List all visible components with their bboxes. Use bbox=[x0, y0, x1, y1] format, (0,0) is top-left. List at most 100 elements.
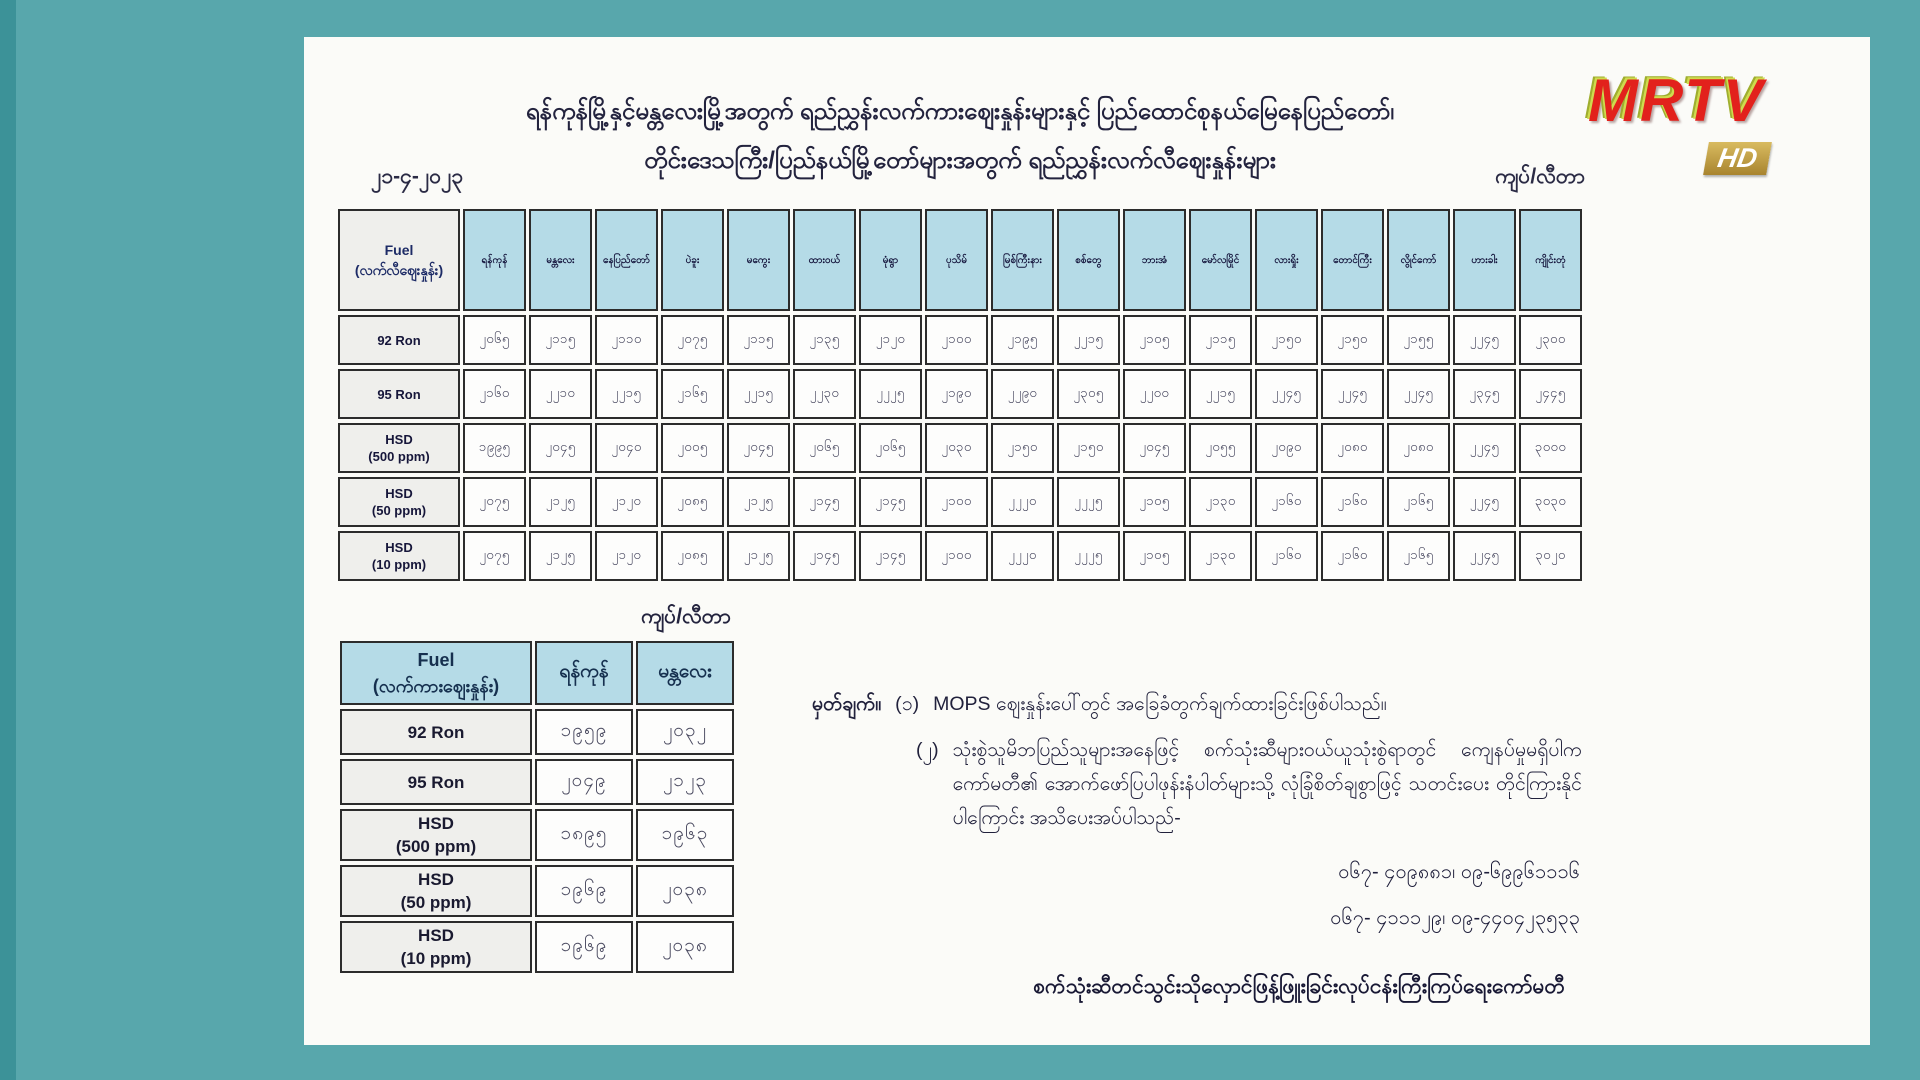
city-header-cell: ထားဝယ် bbox=[793, 209, 856, 311]
table-row: HSD (500 ppm) ၁၈၉၅ ၁၉၆၃ bbox=[340, 809, 734, 861]
table-row: 92 Ron ၁၉၅၉ ၂၀၃၂ bbox=[340, 709, 734, 755]
price-cell: ၂၁၃၅ bbox=[793, 315, 856, 365]
price-cell: ၂၀၅၅ bbox=[1189, 423, 1252, 473]
city-header-cell: လားရှိုး bbox=[1255, 209, 1318, 311]
price-cell: ၂၂၄၅ bbox=[1321, 369, 1384, 419]
price-cell: ၂၀၈၅ bbox=[661, 477, 724, 527]
note-2-text: သုံးစွဲသူမိဘပြည်သူများအနေဖြင့် စက်သုံးဆီ… bbox=[952, 739, 1582, 829]
note-2-number: (၂) bbox=[916, 739, 939, 761]
price-cell: ၂၁၂၀ bbox=[595, 477, 658, 527]
city-header-cell: ပုသိမ် bbox=[925, 209, 988, 311]
price-cell: ၁၉၆၉ bbox=[535, 921, 633, 973]
phone-line-2: ၀၆၇- ၄၁၁၁၂၉၊ ၀၉-၄၄၀၄၂၃၅၃၃ bbox=[1330, 907, 1580, 929]
price-cell: ၂၁၉၀ bbox=[925, 369, 988, 419]
price-cell: ၂၁၀၅ bbox=[1123, 477, 1186, 527]
price-cell: ၂၁၀၅ bbox=[1123, 315, 1186, 365]
price-cell: ၂၀၃၀ bbox=[925, 423, 988, 473]
price-cell: ၂၁၀၀ bbox=[925, 315, 988, 365]
price-cell: ၂၂၂၀ bbox=[991, 531, 1054, 581]
price-cell: ၂၂၁၀ bbox=[529, 369, 592, 419]
fuel-type-cell: HSD (500 ppm) bbox=[340, 809, 532, 861]
price-cell: ၃၀၀၀ bbox=[1519, 423, 1582, 473]
price-cell: ၂၀၃၂ bbox=[636, 709, 734, 755]
price-cell: ၂၁၂၀ bbox=[595, 531, 658, 581]
price-cell: ၂၀၄၀ bbox=[595, 423, 658, 473]
price-cell: ၂၁၆၀ bbox=[1255, 531, 1318, 581]
price-cell: ၂၁၀၀ bbox=[925, 477, 988, 527]
price-cell: ၂၁၄၅ bbox=[859, 531, 922, 581]
price-cell: ၂၀၉၀ bbox=[1255, 423, 1318, 473]
big-table: Fuel (လက်လီဈေးနှုန်း) ရန်ကုန် မန္တလေး နေပြည… bbox=[335, 205, 1585, 585]
city-header-cell: မန္တလေး bbox=[636, 641, 734, 705]
table-row: HSD (10 ppm) ၁၉၆၉ ၂၀၃၈ bbox=[340, 921, 734, 973]
city-header-cell: ပဲခူး bbox=[661, 209, 724, 311]
price-cell: ၂၃၀၅ bbox=[1057, 369, 1120, 419]
city-header-cell: ရန်ကုန် bbox=[535, 641, 633, 705]
price-cell: ၂၀၇၅ bbox=[463, 477, 526, 527]
notes-heading: မှတ်ချက်။ bbox=[812, 693, 882, 715]
price-cell: ၂၀၆၅ bbox=[793, 423, 856, 473]
price-cell: ၂၂၄၅ bbox=[1453, 315, 1516, 365]
price-cell: ၂၁၆၀ bbox=[1321, 531, 1384, 581]
price-cell: ၂၂၂၀ bbox=[991, 477, 1054, 527]
price-cell: ၁၉၆၉ bbox=[535, 865, 633, 917]
fuel-type-cell: 92 Ron bbox=[340, 709, 532, 755]
city-header-cell: မုံရွာ bbox=[859, 209, 922, 311]
notes-block: မှတ်ချက်။ (၁) MOPS ဈေးနှုန်းပေါ်တွင် အခြ… bbox=[812, 687, 1582, 941]
price-cell: ၂၀၃၈ bbox=[636, 921, 734, 973]
price-cell: ၃၀၂၀ bbox=[1519, 531, 1582, 581]
price-cell: ၂၁၂၀ bbox=[859, 315, 922, 365]
price-cell: ၂၂၂၅ bbox=[859, 369, 922, 419]
city-header-cell: ကျိုင်းတုံ bbox=[1519, 209, 1582, 311]
meta-row: ၂၁-၄-၂၀၂၃ ကျပ်/လီတာ bbox=[335, 163, 1585, 194]
price-cell: ၁၈၉၅ bbox=[535, 809, 633, 861]
price-cell: ၂၁၆၅ bbox=[1387, 531, 1450, 581]
price-cell: ၂၂၉၀ bbox=[991, 369, 1054, 419]
price-cell: ၂၁၆၀ bbox=[1255, 477, 1318, 527]
date-label: ၂၁-၄-၂၀၂၃ bbox=[371, 165, 464, 188]
fuel-type-cell: HSD (50 ppm) bbox=[340, 865, 532, 917]
price-cell: ၂၁၅၀ bbox=[991, 423, 1054, 473]
header-row: Fuel (လက်ကားဈေးနှုန်း) ရန်ကုန် မန္တလေး bbox=[340, 641, 734, 705]
price-cell: ၂၂၁၅ bbox=[1189, 369, 1252, 419]
price-cell: ၁၉၅၉ bbox=[535, 709, 633, 755]
price-cell: ၂၂၂၅ bbox=[1057, 477, 1120, 527]
price-cell: ၂၁၀၅ bbox=[1123, 531, 1186, 581]
price-cell: ၂၀၃၈ bbox=[636, 865, 734, 917]
price-cell: ၂၁၀၀ bbox=[925, 531, 988, 581]
unit-label-top: ကျပ်/လီတာ bbox=[1495, 165, 1585, 188]
price-cell: ၂၁၂၅ bbox=[727, 531, 790, 581]
price-cell: ၁၉၉၅ bbox=[463, 423, 526, 473]
price-cell: ၂၁၅၀ bbox=[1057, 423, 1120, 473]
price-cell: ၂၁၂၅ bbox=[727, 477, 790, 527]
note-1-number: (၁) bbox=[895, 693, 920, 715]
fuel-type-cell: 95 Ron bbox=[338, 369, 460, 419]
small-table: Fuel (လက်ကားဈေးနှုန်း) ရန်ကုန် မန္တလေး 92 R… bbox=[337, 637, 737, 977]
note-item-2: (၂) သုံးစွဲသူမိဘပြည်သူများအနေဖြင့် စက်သု… bbox=[916, 733, 1582, 835]
price-cell: ၂၁၉၅ bbox=[991, 315, 1054, 365]
city-header-cell: နေပြည်တော် bbox=[595, 209, 658, 311]
unit-label-small-table: ကျပ်/လီတာ bbox=[641, 605, 731, 628]
price-cell: ၂၀၈၀ bbox=[1387, 423, 1450, 473]
fuel-type-cell: HSD (50 ppm) bbox=[338, 477, 460, 527]
header-row: Fuel (လက်လီဈေးနှုန်း) ရန်ကုန် မန္တလေး နေပြည… bbox=[338, 209, 1582, 311]
price-cell: ၂၂၃၀ bbox=[793, 369, 856, 419]
price-cell: ၂၀၀၅ bbox=[661, 423, 724, 473]
city-header-cell: မကွေး bbox=[727, 209, 790, 311]
price-cell: ၂၁၁၀ bbox=[595, 315, 658, 365]
price-cell: ၂၃၀၀ bbox=[1519, 315, 1582, 365]
committee-signature: စက်သုံးဆီတင်သွင်းသိုလှောင်ဖြန့်ဖြူးခြင်း… bbox=[1033, 975, 1565, 998]
price-cell: ၂၀၇၅ bbox=[463, 531, 526, 581]
mrtv-logo: MRTV HD bbox=[1588, 66, 1808, 186]
price-cell: ၂၀၈၀ bbox=[1321, 423, 1384, 473]
price-cell: ၂၁၁၅ bbox=[1189, 315, 1252, 365]
table-row: 95 Ron ၂၁၆၀ ၂၂၁၀ ၂၂၁၅ ၂၁၆၅ ၂၂၁၅ ၂၂၃၀ ၂၂၂၅ ၂၁၉၀ ၂၂… bbox=[338, 369, 1582, 419]
phone-line-1: ၀၆၇- ၄၀၉၈၈၁၊ ၀၉-၆၉၉၆၁၁၁၆ bbox=[1338, 861, 1580, 883]
note-item-1: မှတ်ချက်။ (၁) MOPS ဈေးနှုန်းပေါ်တွင် အခြ… bbox=[812, 687, 1582, 721]
fuel-header-cell: Fuel (လက်လီဈေးနှုန်း) bbox=[338, 209, 460, 311]
city-header-cell: မြစ်ကြီးနား bbox=[991, 209, 1054, 311]
table-row: 95 Ron ၂၀၄၉ ၂၁၂၃ bbox=[340, 759, 734, 805]
price-cell: ၂၁၂၅ bbox=[529, 477, 592, 527]
table-row: HSD (50 ppm) ၂၀၇၅ ၂၁၂၅ ၂၁၂၀ ၂၀၈၅ ၂၁၂၅ ၂၁၄၅ ၂၁၄၅… bbox=[338, 477, 1582, 527]
